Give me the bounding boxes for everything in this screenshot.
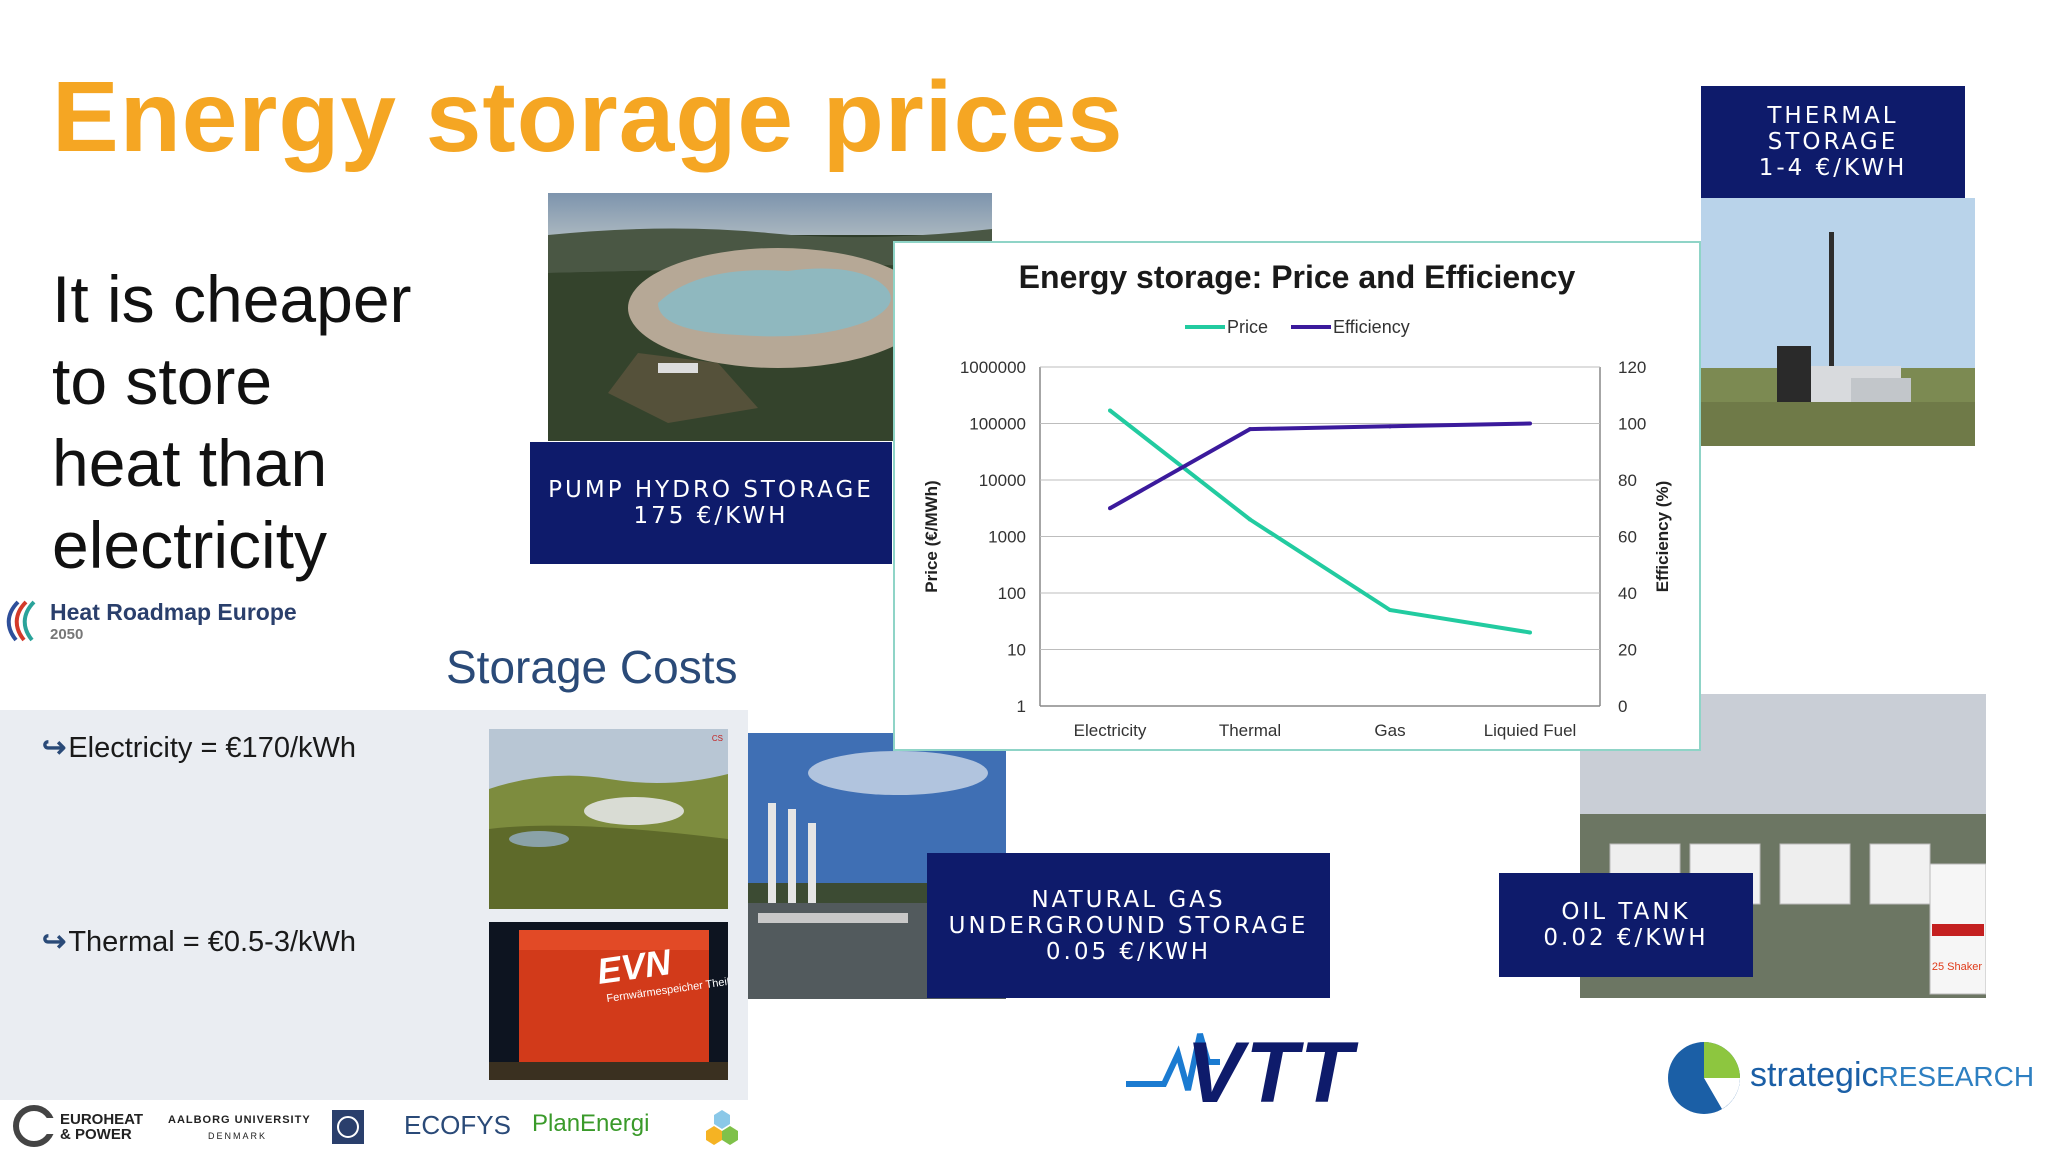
euroheat-line2: & POWER [60, 1126, 132, 1143]
strategic-text: strategic [1750, 1056, 1879, 1094]
evn-tank-photo: EVN Fernwärmespeicher Theiß [489, 922, 728, 1080]
heat-roadmap-logo: Heat Roadmap Europe 2050 [4, 596, 297, 646]
series-line-efficiency [1109, 421, 1531, 511]
slide-subtitle: It is cheaper to store heat than electri… [52, 262, 412, 582]
chart-title: Energy storage: Price and Efficiency [1019, 259, 1576, 295]
price-efficiency-chart: Energy storage: Price and Efficiency Pric… [893, 241, 1701, 751]
thermal-storage-price-box: THERMAL STORAGE 1-4 €/KWH [1701, 86, 1965, 198]
storage-costs-heading: Storage Costs [446, 641, 738, 693]
photo-tag: CS [712, 734, 723, 743]
sponsor-logo-row: EUROHEAT & POWER AALBORG UNIVERSITY DENM… [0, 1100, 760, 1152]
vtt-logo: VTT [1124, 1024, 1380, 1120]
euroheat-icon [13, 1105, 56, 1147]
y-tick-right: 120 [1618, 358, 1646, 377]
data-point-efficiency [1388, 424, 1392, 429]
strategic-research-icon [1668, 1042, 1740, 1114]
legend-label-price: Price [1227, 317, 1268, 337]
oil-photo-watermark: 25 Shaker [1932, 961, 1982, 973]
strategic-research-logo: strategicRESEARCH [1664, 1030, 2044, 1118]
electricity-cost-item: ↪Electricity = €170/kWh [42, 730, 356, 765]
euroheat-line1: EUROHEAT [60, 1111, 144, 1128]
y-tick-right: 20 [1618, 641, 1637, 660]
y-tick-left: 100 [998, 584, 1026, 603]
electricity-cost-text: Electricity = €170/kWh [68, 732, 357, 764]
arrow-right-icon: ↪ [42, 926, 67, 958]
pump-hydro-price-box: PUMP HYDRO STORAGE 175 €/KWH [530, 442, 892, 564]
thermal-storage-photo [1701, 198, 1975, 446]
x-tick-label: Liquied Fuel [1484, 721, 1577, 740]
planenergi-logo: PlanEnergi [532, 1110, 650, 1137]
data-point-price [1248, 517, 1252, 522]
oil-tank-price-box: OIL TANK 0.02 €/KWH [1499, 873, 1753, 977]
y-tick-right: 80 [1618, 471, 1637, 490]
chart-svg: Energy storage: Price and Efficiency Pric… [922, 259, 1672, 740]
y-axis-label-right: Efficiency (%) [1653, 481, 1672, 592]
data-point-efficiency [1528, 421, 1532, 426]
university-seal-icon [332, 1110, 364, 1144]
y-tick-left: 1000 [988, 528, 1026, 547]
y-tick-left: 100000 [969, 415, 1026, 434]
data-point-price [1528, 630, 1532, 635]
aalborg-sub: DENMARK [208, 1131, 268, 1141]
thermal-cost-text: Thermal = €0.5-3/kWh [68, 926, 357, 958]
mountain-reservoir-photo: CS [489, 729, 728, 909]
legend-label-efficiency: Efficiency [1333, 317, 1410, 337]
x-tick-label: Electricity [1074, 721, 1147, 740]
data-point-price [1108, 408, 1112, 413]
thermal-cost-item: ↪Thermal = €0.5-3/kWh [42, 924, 356, 959]
arrow-right-icon: ↪ [42, 732, 67, 764]
ecofys-logo: ECOFYS [404, 1110, 511, 1140]
hexagon-logo-icon [706, 1110, 738, 1145]
y-tick-left: 1 [1017, 697, 1026, 716]
y-tick-right: 60 [1618, 528, 1637, 547]
y-tick-right: 40 [1618, 584, 1637, 603]
heat-roadmap-icon [6, 600, 36, 642]
data-point-efficiency [1108, 506, 1112, 511]
y-tick-left: 10000 [979, 471, 1026, 490]
natural-gas-price-box: NATURAL GAS UNDERGROUND STORAGE 0.05 €/K… [927, 853, 1330, 998]
data-point-price [1388, 608, 1392, 613]
research-text: RESEARCH [1878, 1061, 2035, 1092]
data-point-efficiency [1248, 427, 1252, 432]
x-tick-label: Thermal [1219, 721, 1281, 740]
y-axis-label-left: Price (€/MWh) [922, 480, 941, 592]
strategic-research-text: strategicRESEARCH [1750, 1056, 2034, 1095]
heat-roadmap-year: 2050 [50, 626, 84, 643]
y-tick-left: 1000000 [960, 358, 1026, 377]
heat-roadmap-name: Heat Roadmap Europe [50, 599, 297, 625]
series-line-price [1108, 408, 1531, 635]
vtt-wave-icon [1126, 1033, 1220, 1091]
slide-title: Energy storage prices [52, 61, 1124, 173]
euroheat-logo: EUROHEAT & POWER [60, 1112, 143, 1142]
y-tick-right: 100 [1618, 415, 1646, 434]
x-tick-label: Gas [1374, 721, 1405, 740]
y-tick-right: 0 [1618, 697, 1627, 716]
pump-hydro-photo [548, 193, 992, 441]
vtt-logo-text: VTT [1186, 1025, 1355, 1121]
aalborg-logo: AALBORG UNIVERSITY [168, 1114, 311, 1126]
y-tick-left: 10 [1007, 641, 1026, 660]
